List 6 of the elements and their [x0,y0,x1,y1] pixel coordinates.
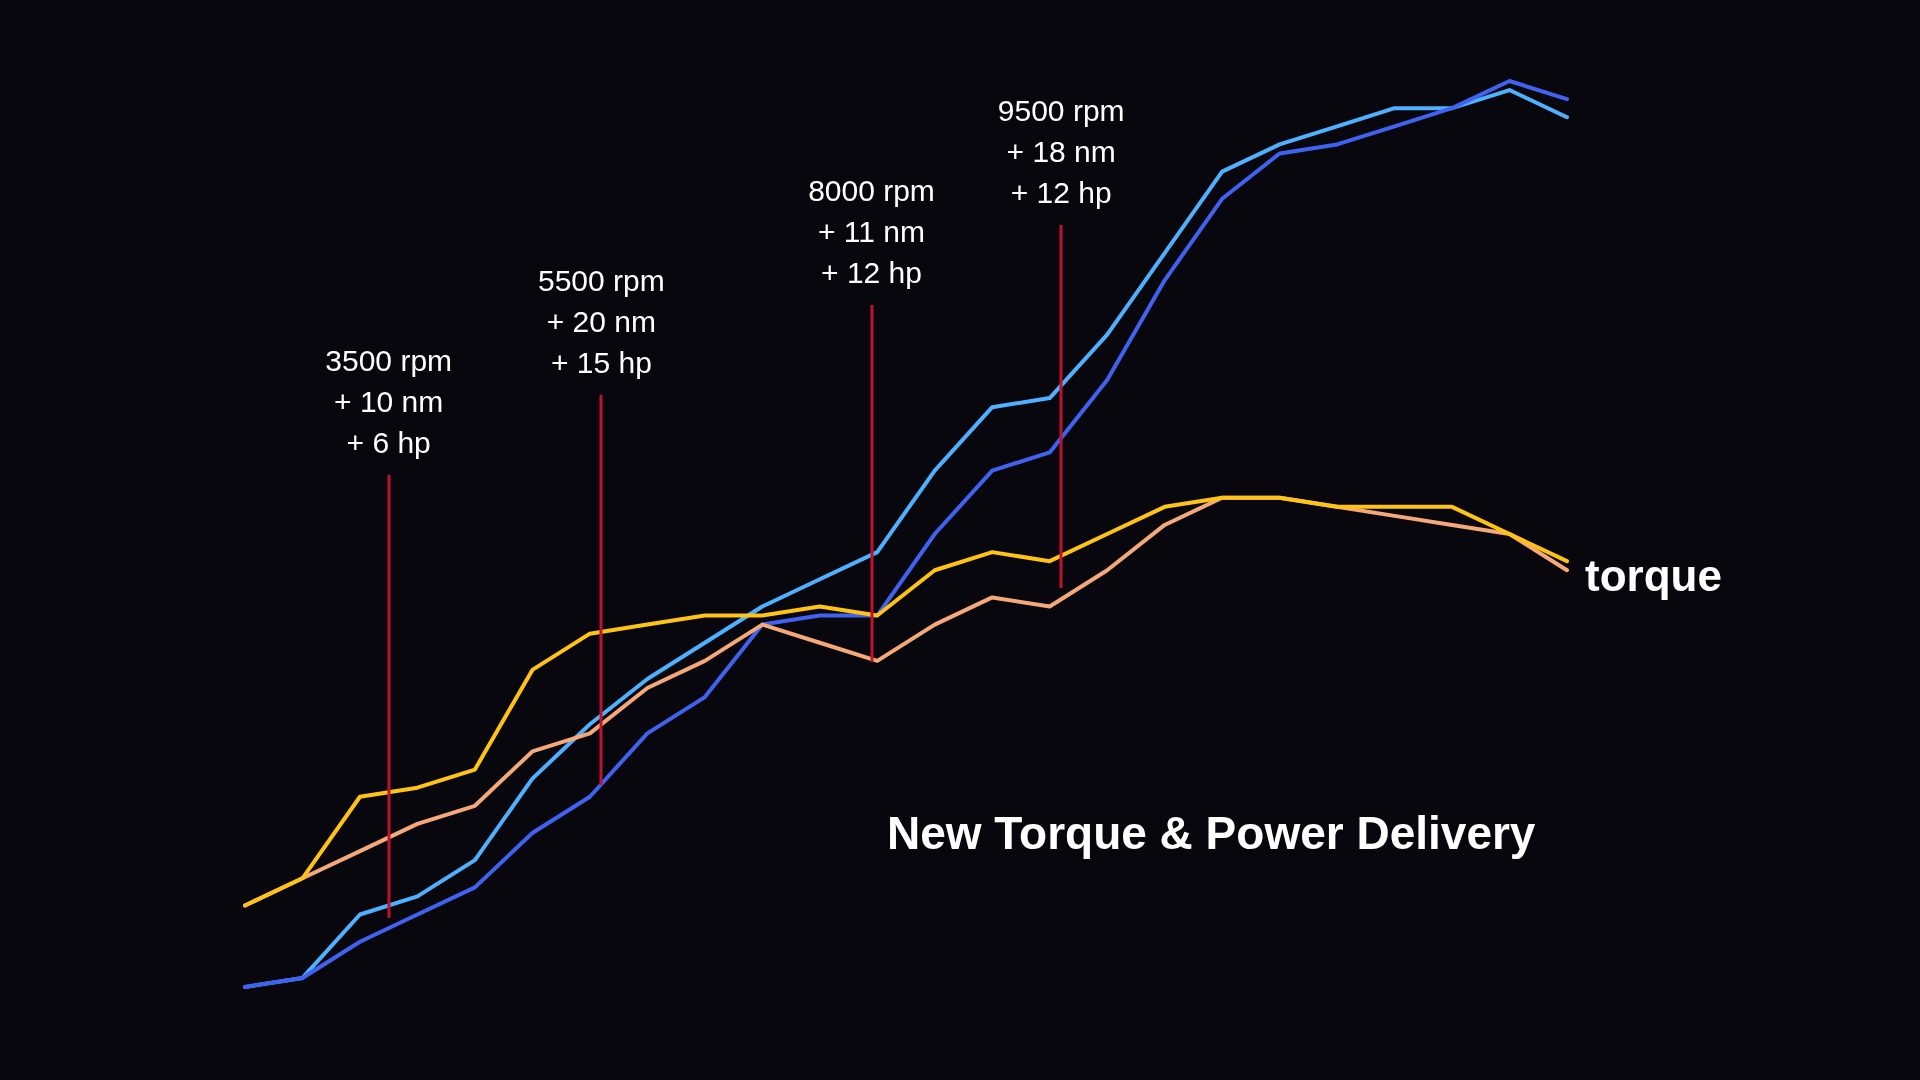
annotation: 5500 rpm + 20 nm + 15 hp [537,263,665,381]
text: New Torque & Power Delivery [887,807,1536,859]
annotation: 9500 rpm + 18 nm + 12 hp [997,93,1125,211]
annotation: 8000 rpm + 11 nm + 12 hp [808,173,935,291]
annotation: 3500 rpm + 10 nm + 6 hp [325,343,453,461]
series-label: torque [1585,550,1722,600]
